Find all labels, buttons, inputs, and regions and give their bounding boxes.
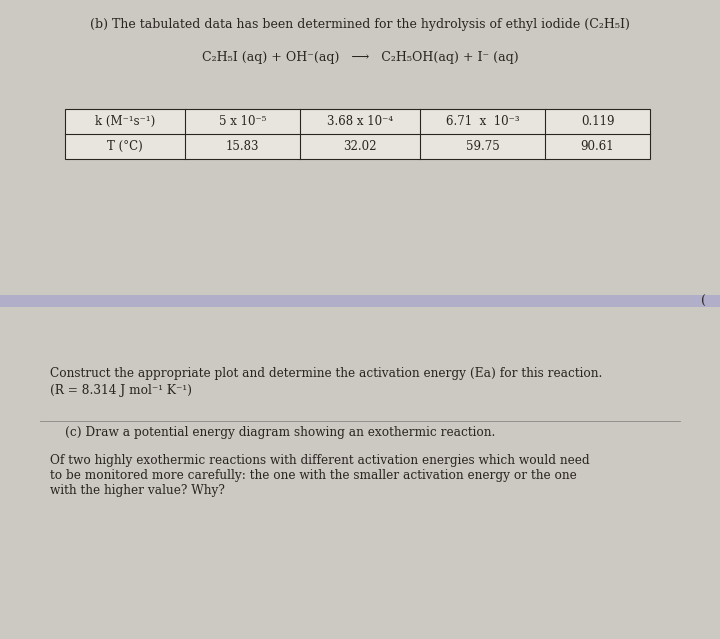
Text: 15.83: 15.83 [226, 140, 259, 153]
Text: k (M⁻¹s⁻¹): k (M⁻¹s⁻¹) [95, 115, 155, 128]
Text: with the higher value? Why?: with the higher value? Why? [50, 484, 225, 497]
Text: 5 x 10⁻⁵: 5 x 10⁻⁵ [219, 115, 266, 128]
Text: 90.61: 90.61 [581, 140, 614, 153]
Text: (R = 8.314 J mol⁻¹ K⁻¹): (R = 8.314 J mol⁻¹ K⁻¹) [50, 384, 192, 397]
Text: Of two highly exothermic reactions with different activation energies which woul: Of two highly exothermic reactions with … [50, 454, 590, 467]
Text: 3.68 x 10⁻⁴: 3.68 x 10⁻⁴ [327, 115, 393, 128]
Text: Construct the appropriate plot and determine the activation energy (Ea) for this: Construct the appropriate plot and deter… [50, 367, 603, 380]
Text: T (°C): T (°C) [107, 140, 143, 153]
Text: 32.02: 32.02 [343, 140, 377, 153]
Text: (c) Draw a potential energy diagram showing an exothermic reaction.: (c) Draw a potential energy diagram show… [65, 426, 495, 439]
Text: 0.119: 0.119 [581, 115, 614, 128]
Text: (: ( [701, 295, 706, 307]
Bar [65, 109, 650, 159]
Bar [0, 295, 720, 307]
Text: 6.71  x  10⁻³: 6.71 x 10⁻³ [446, 115, 519, 128]
Text: (b) The tabulated data has been determined for the hydrolysis of ethyl iodide (C: (b) The tabulated data has been determin… [90, 18, 630, 31]
Text: C₂H₅I (aq) + OH⁻(aq)   ⟶   C₂H₅OH(aq) + I⁻ (aq): C₂H₅I (aq) + OH⁻(aq) ⟶ C₂H₅OH(aq) + I⁻ (… [202, 51, 518, 64]
Text: 59.75: 59.75 [466, 140, 500, 153]
Text: to be monitored more carefully: the one with the smaller activation energy or th: to be monitored more carefully: the one … [50, 469, 577, 482]
